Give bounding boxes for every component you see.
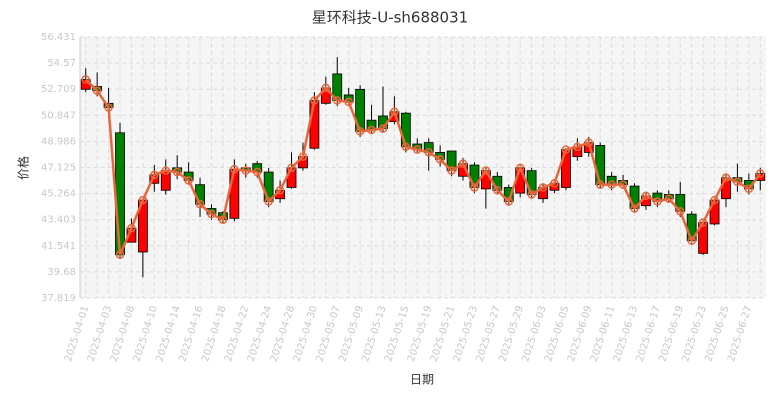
- close-point: [481, 166, 491, 175]
- close-point: [538, 183, 548, 192]
- y-axis-label: 价格: [16, 156, 31, 180]
- close-point: [287, 163, 296, 173]
- close-point: [550, 179, 559, 188]
- close-point: [104, 103, 113, 112]
- close-point: [390, 107, 399, 117]
- close-point: [298, 152, 308, 161]
- candle-body: [595, 145, 606, 186]
- close-point: [618, 180, 628, 189]
- y-tick-label: 52.709: [41, 84, 76, 95]
- close-point: [721, 173, 731, 182]
- close-point: [321, 83, 331, 93]
- close-point: [310, 96, 319, 105]
- close-point: [333, 96, 342, 105]
- close-point: [744, 184, 754, 194]
- close-point: [138, 195, 148, 205]
- y-tick-label: 39.68: [47, 267, 76, 278]
- close-point: [378, 124, 388, 133]
- x-tick-label: 2025-06-27: [726, 304, 754, 363]
- close-point: [172, 167, 182, 177]
- close-point: [584, 138, 594, 147]
- close-point: [195, 200, 205, 209]
- close-point: [81, 75, 90, 84]
- chart-title: 星环科技-U-sh688031: [312, 9, 468, 27]
- close-point: [653, 197, 662, 206]
- close-point: [435, 155, 445, 164]
- close-line: [84, 78, 762, 256]
- close-point: [413, 145, 422, 154]
- close-point: [687, 236, 696, 246]
- close-point: [527, 190, 536, 199]
- close-point: [355, 127, 365, 136]
- close-point: [184, 176, 193, 185]
- close-point: [150, 170, 159, 180]
- y-tick-label: 41.541: [41, 241, 76, 252]
- close-point: [641, 191, 651, 201]
- candle-body: [400, 112, 411, 148]
- close-point: [230, 165, 239, 174]
- close-point: [161, 166, 170, 175]
- close-point: [218, 215, 228, 224]
- close-point: [252, 167, 262, 177]
- close-point: [504, 197, 513, 206]
- candle-body: [309, 100, 320, 149]
- close-point: [756, 169, 765, 178]
- candle-body: [229, 168, 240, 219]
- close-point: [664, 194, 674, 203]
- close-point: [573, 142, 582, 152]
- close-point: [127, 223, 136, 233]
- y-tick-label: 45.264: [41, 189, 76, 200]
- close-point: [344, 97, 353, 107]
- close-point: [275, 186, 285, 195]
- close-point: [207, 209, 216, 219]
- close-point: [424, 148, 433, 157]
- y-tick-label: 47.125: [41, 163, 76, 174]
- close-point: [470, 183, 479, 192]
- close-point: [561, 145, 571, 154]
- close-point: [607, 180, 616, 189]
- close-point: [710, 195, 719, 205]
- close-point: [367, 125, 376, 135]
- close-point: [458, 159, 468, 168]
- y-tick-label: 37.819: [41, 293, 76, 304]
- close-point: [115, 250, 125, 260]
- close-point: [401, 142, 411, 152]
- close-point: [264, 197, 273, 206]
- close-point: [733, 177, 742, 187]
- y-tick-label: 50.847: [41, 110, 76, 121]
- close-point: [241, 166, 251, 175]
- y-tick-label: 48.986: [41, 136, 76, 147]
- close-point: [595, 180, 605, 189]
- close-point: [493, 186, 502, 195]
- close-point: [676, 207, 685, 216]
- candle-body: [115, 132, 125, 256]
- y-tick-label: 54.57: [47, 58, 76, 69]
- y-tick-label: 43.403: [41, 215, 76, 226]
- y-tick-label: 56.431: [41, 32, 76, 43]
- x-axis-label: 日期: [410, 373, 434, 387]
- close-point: [515, 163, 525, 173]
- close-point: [630, 204, 639, 213]
- close-point: [698, 218, 708, 227]
- close-point: [447, 166, 456, 175]
- close-point: [92, 86, 102, 95]
